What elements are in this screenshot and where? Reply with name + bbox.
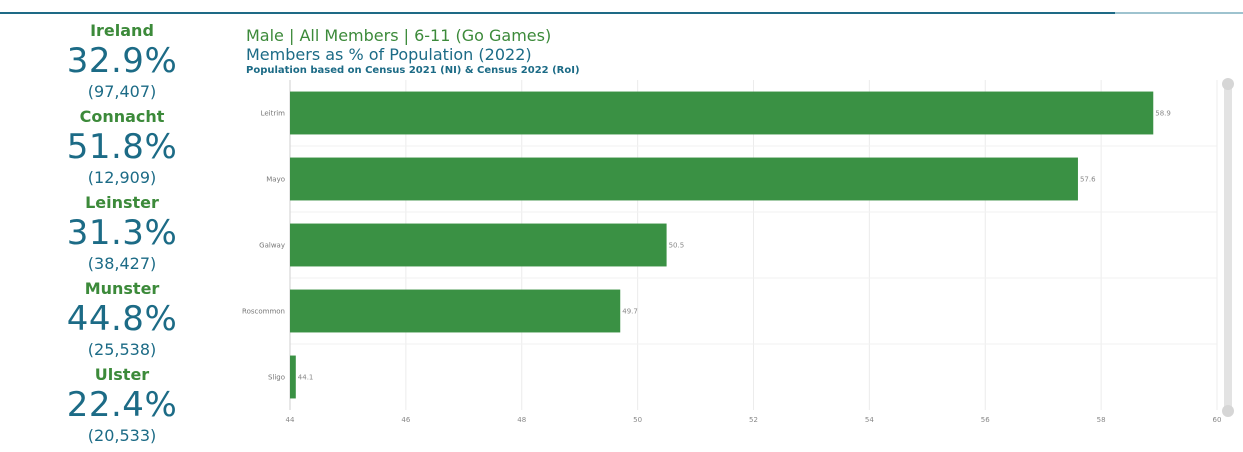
scroll-up-handle[interactable] xyxy=(1222,78,1234,90)
bar xyxy=(290,223,667,267)
stat-count: (38,427) xyxy=(87,254,157,273)
stat-count: (12,909) xyxy=(87,168,157,187)
stat-connacht: Connacht 51.8% (12,909) xyxy=(42,108,202,194)
stat-leinster: Leinster 31.3% (38,427) xyxy=(42,194,202,280)
bar-chart: 44 46 48 50 52 54 56 58 60 Leitrim 58.9 Mayo 57.6 Gal… xyxy=(242,80,1222,424)
stat-name: Ireland xyxy=(90,21,154,40)
top-divider-end xyxy=(1115,12,1243,14)
x-tick-label: 54 xyxy=(865,416,874,424)
stat-name: Connacht xyxy=(79,107,165,126)
stat-name: Leinster xyxy=(85,193,159,212)
stat-percentage: 32.9% xyxy=(66,41,178,81)
x-tick-label: 48 xyxy=(517,416,526,424)
stat-percentage: 51.8% xyxy=(66,127,178,167)
x-tick-label: 56 xyxy=(981,416,990,424)
chart-header: Male | All Members | 6-11 (Go Games) Mem… xyxy=(246,26,580,78)
x-tick-label: 46 xyxy=(401,416,410,424)
vertical-scrollbar[interactable] xyxy=(1224,82,1232,412)
stat-munster: Munster 44.8% (25,538) xyxy=(42,280,202,366)
chart-note: Population based on Census 2021 (NI) & C… xyxy=(246,65,580,76)
data-label: 57.6 xyxy=(1080,176,1096,184)
category-label: Galway xyxy=(259,242,285,250)
stat-ulster: Ulster 22.4% (20,533) xyxy=(42,366,202,452)
x-tick-label: 60 xyxy=(1213,416,1222,424)
stat-percentage: 31.3% xyxy=(66,213,178,253)
bar xyxy=(290,91,1154,135)
x-tick-label: 50 xyxy=(633,416,642,424)
x-tick-label: 52 xyxy=(749,416,758,424)
chart-title: Male | All Members | 6-11 (Go Games) xyxy=(246,26,552,45)
bar xyxy=(290,289,621,333)
category-label: Mayo xyxy=(266,176,285,184)
stat-count: (20,533) xyxy=(87,426,157,445)
scroll-down-handle[interactable] xyxy=(1222,405,1234,417)
x-tick-label: 58 xyxy=(1097,416,1106,424)
category-label: Roscommon xyxy=(242,308,285,316)
data-label: 50.5 xyxy=(669,242,685,250)
data-label: 44.1 xyxy=(298,374,314,382)
stat-percentage: 22.4% xyxy=(66,385,178,425)
category-label: Leitrim xyxy=(261,110,286,118)
data-label: 49.7 xyxy=(622,308,638,316)
data-label: 58.9 xyxy=(1155,110,1171,118)
stat-count: (97,407) xyxy=(87,82,157,101)
x-tick-label: 44 xyxy=(286,416,295,424)
stat-ireland: Ireland 32.9% (97,407) xyxy=(42,22,202,108)
stat-name: Munster xyxy=(84,279,160,298)
stat-name: Ulster xyxy=(94,365,150,384)
chart-subtitle: Members as % of Population (2022) xyxy=(246,45,532,64)
stat-percentage: 44.8% xyxy=(66,299,178,339)
stat-count: (25,538) xyxy=(87,340,157,359)
category-label: Sligo xyxy=(268,374,285,382)
bar xyxy=(290,355,296,399)
top-divider xyxy=(0,12,1243,14)
summary-sidebar: Ireland 32.9% (97,407) Connacht 51.8% (1… xyxy=(42,22,202,452)
bar xyxy=(290,157,1078,201)
